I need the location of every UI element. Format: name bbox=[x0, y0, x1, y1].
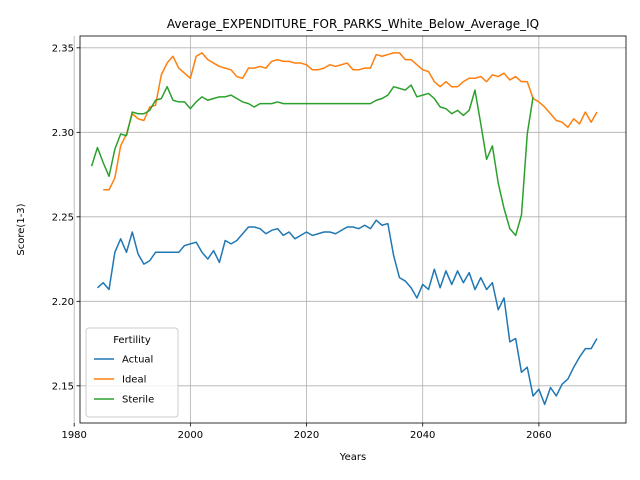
x-axis-title: Years bbox=[339, 452, 366, 463]
x-tick-label: 2040 bbox=[410, 430, 435, 441]
legend-label-ideal: Ideal bbox=[122, 375, 146, 386]
grid bbox=[73, 36, 626, 423]
x-tick-label: 2020 bbox=[294, 430, 319, 441]
legend-label-sterile: Sterile bbox=[122, 395, 154, 406]
y-axis-title: Score(1-3) bbox=[16, 203, 27, 255]
y-tick-label: 2.35 bbox=[52, 43, 74, 54]
legend-title: Fertility bbox=[113, 335, 151, 346]
y-tick-label: 2.15 bbox=[52, 381, 74, 392]
legend: Fertility Actual Ideal Sterile bbox=[85, 327, 179, 418]
y-tick-label: 2.30 bbox=[52, 128, 74, 139]
series-line-sterile bbox=[90, 84, 534, 237]
x-axis-ticks: 1980 2000 2020 2040 2060 bbox=[61, 423, 552, 441]
y-tick-label: 2.25 bbox=[52, 212, 74, 223]
y-tick-label: 2.20 bbox=[52, 297, 74, 308]
series-line-actual bbox=[96, 219, 598, 406]
series-lines bbox=[90, 52, 598, 406]
x-tick-label: 2060 bbox=[526, 430, 551, 441]
chart-title: Average_EXPENDITURE_FOR_PARKS_White_Belo… bbox=[167, 17, 539, 31]
legend-box bbox=[85, 327, 179, 418]
legend-label-actual: Actual bbox=[122, 355, 153, 366]
x-tick-label: 2000 bbox=[178, 430, 203, 441]
y-axis-ticks: 2.15 2.20 2.25 2.30 2.35 bbox=[52, 43, 80, 392]
plot-frame bbox=[79, 35, 627, 424]
x-tick-label: 1980 bbox=[61, 430, 86, 441]
series-line-ideal bbox=[103, 52, 598, 191]
